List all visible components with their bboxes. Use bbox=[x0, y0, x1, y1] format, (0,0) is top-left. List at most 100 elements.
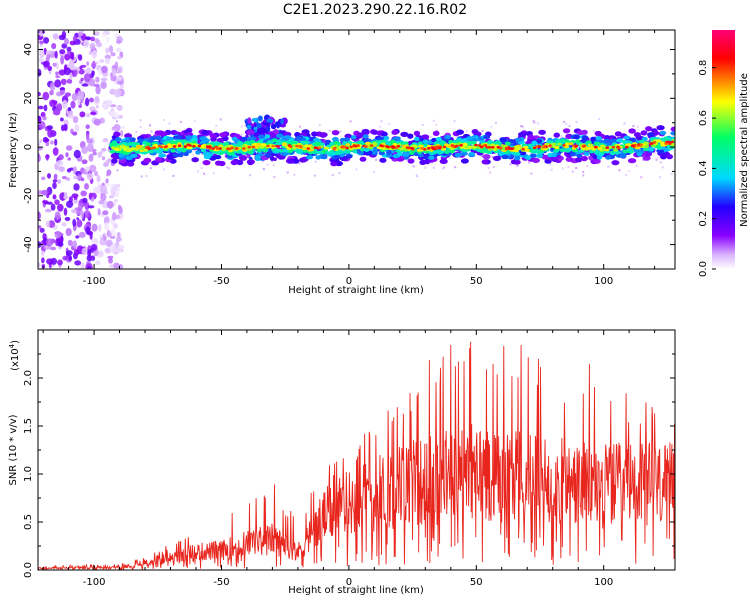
noise-cell bbox=[39, 40, 44, 45]
noise-cell bbox=[76, 67, 81, 72]
band-cell bbox=[246, 136, 254, 141]
band-cell bbox=[199, 144, 206, 148]
band-cell bbox=[587, 143, 594, 147]
band-cell bbox=[145, 142, 151, 146]
band-cell bbox=[240, 150, 247, 155]
spectrogram-marks bbox=[38, 30, 675, 269]
noise-cell bbox=[114, 199, 118, 203]
band-cell bbox=[320, 154, 328, 160]
noise-cell bbox=[106, 200, 114, 209]
noise-cell bbox=[112, 223, 118, 229]
speckle-cell bbox=[415, 174, 418, 177]
snr-y-ticks: 0.0 0.5 1.0 1.5 2.0 bbox=[23, 329, 675, 578]
band-cell bbox=[581, 129, 588, 135]
disturbance-cell bbox=[257, 115, 263, 122]
band-cell bbox=[129, 137, 136, 142]
speckle-cell bbox=[299, 125, 301, 128]
noise-cell bbox=[117, 244, 124, 253]
band-cell bbox=[199, 136, 208, 141]
band-cell bbox=[596, 155, 603, 160]
noise-cell bbox=[100, 193, 107, 202]
noise-cell bbox=[98, 224, 102, 232]
noise-cell bbox=[64, 216, 71, 222]
noise-cell bbox=[60, 117, 64, 122]
noise-cell bbox=[52, 33, 59, 40]
noise-cell bbox=[90, 244, 98, 251]
band-peak-cell bbox=[295, 144, 299, 148]
band-cell bbox=[657, 149, 665, 154]
band-cell bbox=[609, 151, 616, 156]
band-cell bbox=[536, 138, 543, 144]
band-cell bbox=[249, 139, 256, 144]
band-cell bbox=[386, 153, 393, 158]
band-peak-cell bbox=[537, 145, 542, 148]
y-tick-label: -20 bbox=[23, 188, 34, 204]
band-cell bbox=[514, 137, 523, 142]
speckle-cell bbox=[563, 120, 566, 123]
speckle-cell bbox=[338, 172, 341, 175]
disturbance-cell bbox=[266, 122, 271, 128]
band-cell bbox=[191, 157, 199, 163]
speckle-cell bbox=[582, 174, 585, 177]
band-cell bbox=[418, 144, 424, 148]
band-cell bbox=[209, 141, 215, 146]
noise-cell bbox=[80, 177, 85, 182]
noise-cell bbox=[88, 97, 95, 103]
noise-cell bbox=[109, 244, 117, 254]
band-cell bbox=[643, 144, 650, 149]
snr-panel: -100 -50 0 50 100 0.0 0.5 1.0 1.5 2.0 Height of … bbox=[8, 329, 676, 596]
band-cell bbox=[575, 139, 581, 144]
band-cell bbox=[372, 148, 379, 154]
noise-cell bbox=[47, 173, 51, 179]
band-peak-cell bbox=[266, 144, 270, 148]
band-cell bbox=[214, 141, 220, 146]
band-peak-cell bbox=[491, 146, 495, 149]
speckle-cell bbox=[454, 166, 457, 169]
noise-cell bbox=[44, 208, 52, 213]
band-cell bbox=[241, 136, 249, 142]
svg-text:(x104): (x104) bbox=[8, 340, 21, 371]
noise-cell bbox=[94, 96, 100, 103]
noise-cell bbox=[106, 101, 113, 107]
band-peak-cell bbox=[482, 144, 487, 147]
noise-cell bbox=[85, 124, 90, 129]
noise-cell bbox=[58, 154, 64, 161]
band-cell bbox=[402, 152, 410, 157]
disturbance-cell bbox=[246, 124, 252, 130]
band-cell bbox=[619, 153, 627, 159]
band-peak-cell bbox=[548, 144, 552, 147]
speckle-cell bbox=[598, 118, 601, 120]
band-cell bbox=[202, 151, 211, 156]
band-cell bbox=[317, 150, 323, 155]
band-cell bbox=[195, 150, 202, 155]
noise-cell bbox=[91, 223, 98, 232]
band-cell bbox=[167, 144, 172, 148]
band-peak-cell bbox=[451, 145, 455, 148]
band-cell bbox=[300, 140, 307, 145]
noise-cell bbox=[73, 183, 80, 191]
speckle-cell bbox=[193, 120, 196, 123]
noise-cell bbox=[40, 111, 46, 118]
band-peak-cell bbox=[183, 145, 188, 148]
band-cell bbox=[554, 145, 560, 150]
band-peak-cell bbox=[186, 143, 191, 147]
band-cell bbox=[590, 136, 596, 142]
band-cell bbox=[113, 131, 121, 137]
noise-cell bbox=[101, 65, 108, 74]
noise-cell bbox=[76, 219, 83, 228]
band-cell bbox=[435, 137, 442, 142]
disturbance-cell bbox=[263, 119, 267, 123]
band-cell bbox=[553, 132, 560, 138]
speckle-cell bbox=[621, 148, 624, 151]
speckle-cell bbox=[378, 125, 381, 128]
speckle-cell bbox=[659, 161, 662, 164]
noise-cell bbox=[106, 173, 110, 177]
noise-cell bbox=[66, 78, 73, 84]
noise-cell bbox=[38, 262, 41, 268]
noise-cell bbox=[52, 179, 58, 183]
band-peak-cell bbox=[352, 144, 357, 147]
noise-cell bbox=[117, 114, 124, 119]
speckle-cell bbox=[530, 172, 533, 175]
band-peak-cell bbox=[211, 147, 215, 150]
speckle-cell bbox=[163, 119, 165, 121]
